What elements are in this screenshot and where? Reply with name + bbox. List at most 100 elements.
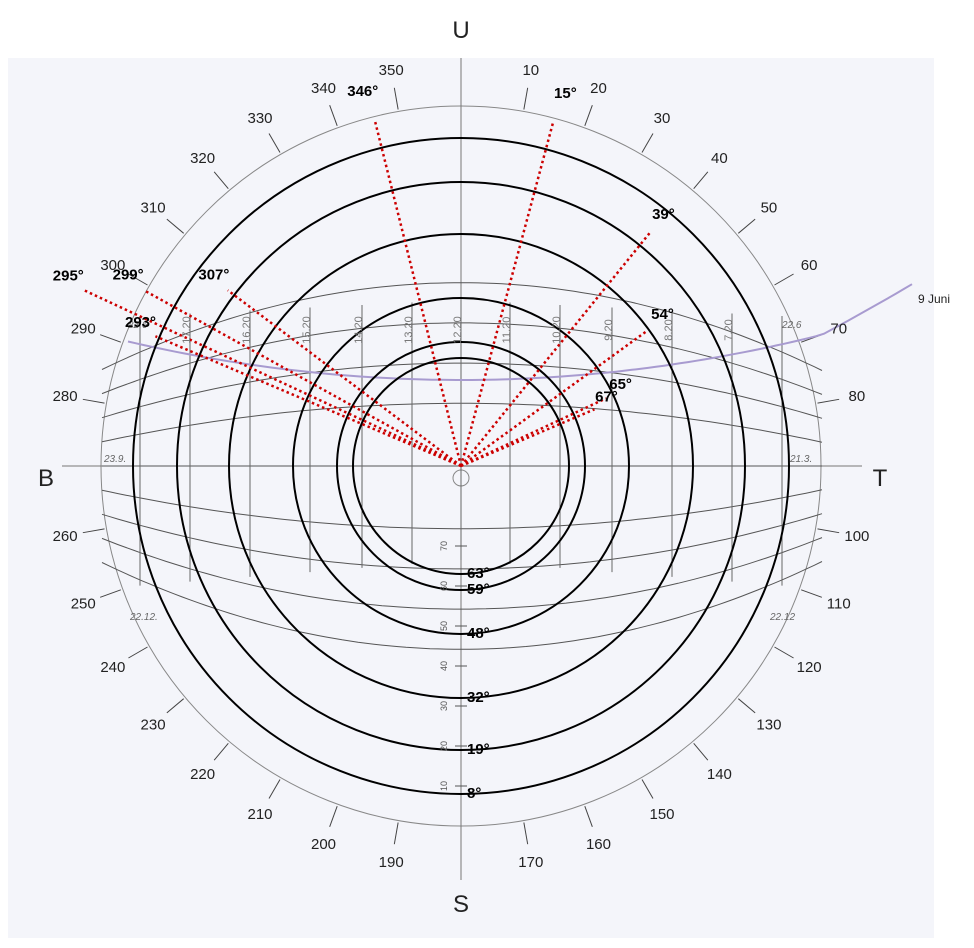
azimuth-tick-label: 250: [71, 595, 96, 612]
elevation-scale-label: 50: [439, 621, 449, 631]
azimuth-tick-label: 100: [844, 528, 869, 545]
azimuth-tick-label: 260: [53, 528, 78, 545]
azimuth-tick-label: 320: [190, 150, 215, 167]
declination-curve: [101, 537, 823, 610]
date-path-label: 9 Juni: [918, 292, 950, 306]
declination-curve: [101, 402, 823, 443]
azimuth-tick: [213, 171, 229, 190]
azimuth-tick: [268, 133, 281, 153]
azimuth-tick: [128, 646, 148, 659]
sun-path-marker-label: 22.6: [781, 320, 802, 331]
azimuth-tick-label: 230: [141, 716, 166, 733]
elevation-scale-label: 60: [439, 581, 449, 591]
elevation-ring: [336, 341, 586, 591]
azimuth-tick-label: 140: [707, 766, 732, 783]
azimuth-tick-label: 160: [586, 836, 611, 853]
elevation-ring-label: 8°: [467, 785, 481, 802]
azimuth-tick-label: 10: [522, 62, 539, 79]
paper-background: [8, 58, 934, 938]
elevation-scale-label: 70: [439, 541, 449, 551]
elevation-ring-label: 63°: [467, 565, 490, 582]
azimuth-tick-label: 150: [649, 806, 674, 823]
azimuth-tick: [817, 528, 840, 534]
azimuth-tick-label: 30: [654, 110, 671, 127]
elevation-ring-label: 48°: [467, 625, 490, 642]
azimuth-tick-label: 20: [590, 80, 607, 97]
obstruction-line: [373, 121, 463, 467]
azimuth-tick: [166, 698, 185, 714]
elevation-scale-label: 30: [439, 701, 449, 711]
elevation-ring-label: 32°: [467, 689, 490, 706]
azimuth-tick-label: 50: [761, 200, 778, 217]
azimuth-tick: [99, 334, 122, 343]
sun-path-marker-label: 22.6: [127, 320, 148, 331]
hour-label: 13.20: [403, 316, 415, 344]
azimuth-tick: [641, 779, 654, 799]
azimuth-tick: [99, 589, 122, 598]
south-label: S: [453, 891, 469, 918]
obstruction-azimuth-label: 39°: [652, 206, 675, 223]
obstruction-azimuth-label: 65°: [609, 376, 632, 393]
obstruction-azimuth-label: 346°: [347, 83, 378, 100]
hour-label: 10.20: [551, 316, 563, 344]
azimuth-tick-label: 340: [311, 80, 336, 97]
azimuth-tick: [800, 589, 823, 598]
hour-label: 8.20: [663, 319, 675, 340]
obstruction-azimuth-label: 293°: [125, 314, 156, 331]
azimuth-tick: [737, 218, 756, 234]
azimuth-tick-label: 190: [379, 854, 404, 871]
azimuth-tick: [329, 805, 338, 828]
azimuth-tick-label: 290: [71, 321, 96, 338]
elevation-scale-label: 40: [439, 661, 449, 671]
azimuth-tick: [817, 398, 840, 404]
azimuth-tick-label: 130: [756, 716, 781, 733]
azimuth-tick-label: 80: [849, 388, 866, 405]
hour-label: 14.20: [353, 316, 365, 344]
obstruction-lines-layer: [84, 121, 651, 468]
elevation-scale-label: 10: [439, 781, 449, 791]
azimuth-tick-label: 300: [100, 257, 125, 274]
sun-path-marker-label: 22.12.: [129, 612, 158, 623]
azimuth-tick: [128, 273, 148, 286]
grid-layer: [62, 58, 913, 880]
azimuth-tick-label: 170: [518, 854, 543, 871]
declination-curve: [101, 513, 823, 570]
obstruction-azimuth-label: 54°: [651, 306, 674, 323]
azimuth-tick: [329, 104, 338, 127]
obstruction-azimuth-label: 67°: [595, 388, 618, 405]
azimuth-tick-label: 40: [711, 150, 728, 167]
east-label: T: [873, 465, 888, 492]
obstruction-azimuth-label: 307°: [198, 266, 229, 283]
elevation-ring: [176, 181, 746, 751]
obstruction-line: [227, 289, 462, 467]
obstruction-azimuth-label: 295°: [53, 267, 84, 284]
declination-curve: [101, 322, 823, 395]
labels-layer: 10 20 30 40 50 60 70 80 100 110 120 130 140 150 160 170…: [53, 62, 870, 871]
hour-label: 16.20: [241, 316, 253, 344]
azimuth-tick: [82, 528, 105, 534]
hour-label: 7.20: [723, 319, 735, 340]
azimuth-tick-label: 110: [827, 595, 851, 612]
elevation-scale-label: 20: [439, 741, 449, 751]
obstruction-azimuth-label: 299°: [113, 267, 144, 284]
azimuth-tick-label: 280: [53, 388, 78, 405]
azimuth-tick-label: 310: [141, 200, 166, 217]
azimuth-tick-label: 220: [190, 766, 215, 783]
west-label: B: [38, 465, 54, 492]
elevation-ring: [228, 233, 694, 699]
azimuth-tick-label: 330: [247, 110, 272, 127]
obstruction-line: [154, 335, 462, 468]
obstruction-line: [459, 122, 555, 467]
azimuth-tick: [737, 698, 756, 714]
obstruction-line: [460, 232, 651, 467]
declination-curve: [101, 561, 823, 650]
obstruction-line: [460, 408, 595, 468]
azimuth-tick-label: 210: [247, 806, 272, 823]
azimuth-tick: [268, 779, 281, 799]
azimuth-tick: [166, 218, 185, 234]
azimuth-tick: [393, 822, 399, 845]
elevation-rings-layer: [132, 137, 790, 795]
sun-path-marker-label: 22.12: [769, 612, 795, 623]
